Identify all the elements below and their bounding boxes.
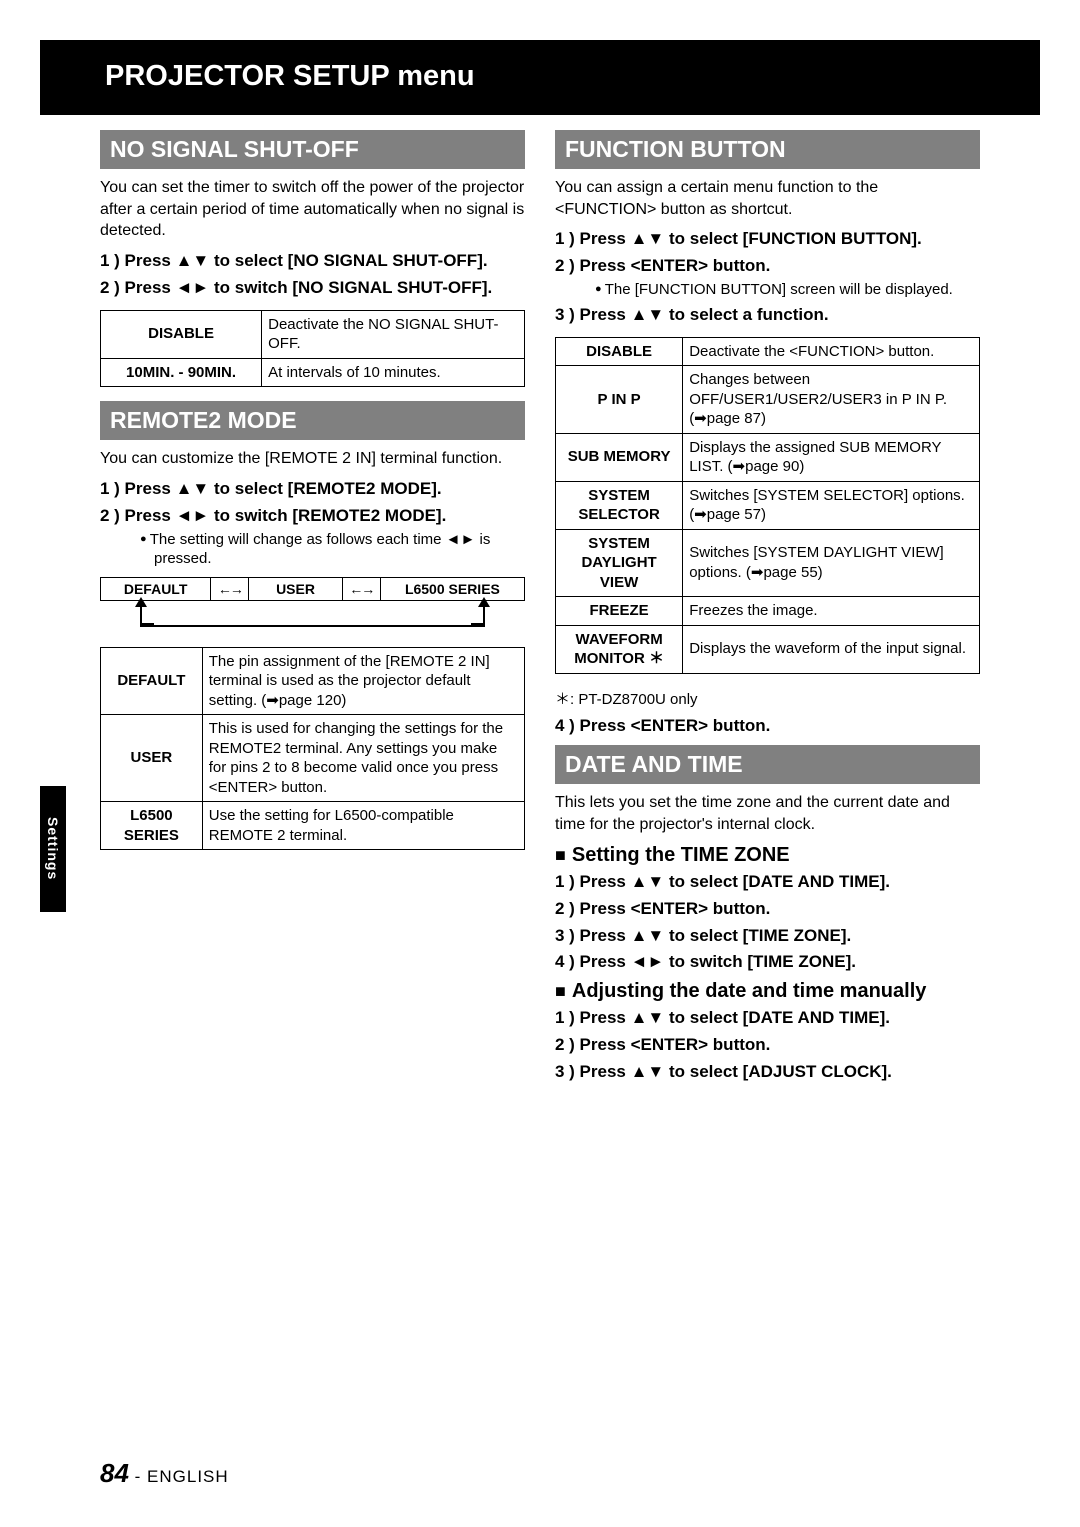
page-number: 84 - ENGLISH <box>100 1458 229 1489</box>
opt-desc: The pin assignment of the [REMOTE 2 IN] … <box>202 647 524 715</box>
cycle-return-arrows <box>100 605 525 635</box>
intro-text: You can assign a certain menu function t… <box>555 177 980 220</box>
opt-desc: Displays the waveform of the input signa… <box>683 625 980 673</box>
cycle-item: L6500 SERIES <box>380 577 524 600</box>
opt-label: SYSTEM SELECTOR <box>556 481 683 529</box>
step: 4 ) Press <ENTER> button. <box>555 715 980 738</box>
opt-label: FREEZE <box>556 597 683 626</box>
left-column: NO SIGNAL SHUT-OFF You can set the timer… <box>100 130 525 1447</box>
footnote: ＊: PT-DZ8700U only <box>555 688 980 709</box>
opt-desc: Displays the assigned SUB MEMORY LIST. (… <box>683 433 980 481</box>
step: 2 ) Press ◄► to switch [NO SIGNAL SHUT-O… <box>100 277 525 300</box>
opt-label: DEFAULT <box>101 647 203 715</box>
step: 4 ) Press ◄► to switch [TIME ZONE]. <box>555 951 980 974</box>
step: 3 ) Press ▲▼ to select [ADJUST CLOCK]. <box>555 1061 980 1084</box>
double-arrow-icon: ←→ <box>342 577 380 600</box>
bullet: The setting will change as follows each … <box>140 530 525 569</box>
opt-label: DISABLE <box>556 337 683 366</box>
page-number-value: 84 <box>100 1458 129 1488</box>
step: 3 ) Press ▲▼ to select a function. <box>555 304 980 327</box>
step: 1 ) Press ▲▼ to select [NO SIGNAL SHUT-O… <box>100 250 525 273</box>
opt-desc: This is used for changing the settings f… <box>202 715 524 802</box>
cycle-item: DEFAULT <box>101 577 211 600</box>
opt-label: P IN P <box>556 366 683 434</box>
sub-heading: Adjusting the date and time manually <box>555 980 980 1003</box>
opt-label: USER <box>101 715 203 802</box>
cycle-diagram: DEFAULT ←→ USER ←→ L6500 SERIES <box>100 577 525 601</box>
section-date-time: DATE AND TIME <box>555 745 980 784</box>
opt-desc: Switches [SYSTEM SELECTOR] options. (➡pa… <box>683 481 980 529</box>
page-body: NO SIGNAL SHUT-OFF You can set the timer… <box>100 130 980 1447</box>
opt-label: SYSTEM DAYLIGHT VIEW <box>556 529 683 597</box>
opt-desc: Changes between OFF/USER1/USER2/USER3 in… <box>683 366 980 434</box>
remote2-table: DEFAULT The pin assignment of the [REMOT… <box>100 647 525 851</box>
step: 2 ) Press <ENTER> button. <box>555 255 980 278</box>
opt-desc: Deactivate the <FUNCTION> button. <box>683 337 980 366</box>
bullet: The [FUNCTION BUTTON] screen will be dis… <box>595 280 980 300</box>
sub-heading: Setting the TIME ZONE <box>555 844 980 867</box>
section-no-signal: NO SIGNAL SHUT-OFF <box>100 130 525 169</box>
step: 2 ) Press <ENTER> button. <box>555 1034 980 1057</box>
opt-label: 10MIN. - 90MIN. <box>101 358 262 387</box>
page-title: PROJECTOR SETUP menu <box>105 60 475 93</box>
page-language: - ENGLISH <box>129 1467 229 1486</box>
intro-text: This lets you set the time zone and the … <box>555 792 980 835</box>
no-signal-table: DISABLE Deactivate the NO SIGNAL SHUT-OF… <box>100 310 525 388</box>
cycle-item: USER <box>249 577 342 600</box>
step: 1 ) Press ▲▼ to select [DATE AND TIME]. <box>555 1007 980 1030</box>
intro-text: You can set the timer to switch off the … <box>100 177 525 242</box>
opt-desc: Deactivate the NO SIGNAL SHUT-OFF. <box>262 310 525 358</box>
opt-label: WAVEFORM MONITOR ＊ <box>556 625 683 673</box>
step: 1 ) Press ▲▼ to select [FUNCTION BUTTON]… <box>555 228 980 251</box>
step: 2 ) Press <ENTER> button. <box>555 898 980 921</box>
step: 1 ) Press ▲▼ to select [REMOTE2 MODE]. <box>100 478 525 501</box>
double-arrow-icon: ←→ <box>211 577 249 600</box>
intro-text: You can customize the [REMOTE 2 IN] term… <box>100 448 525 470</box>
opt-desc: At intervals of 10 minutes. <box>262 358 525 387</box>
opt-label: DISABLE <box>101 310 262 358</box>
step: 2 ) Press ◄► to switch [REMOTE2 MODE]. <box>100 505 525 528</box>
section-remote2: REMOTE2 MODE <box>100 401 525 440</box>
side-tab: Settings <box>40 786 66 912</box>
opt-desc: Freezes the image. <box>683 597 980 626</box>
step: 1 ) Press ▲▼ to select [DATE AND TIME]. <box>555 871 980 894</box>
opt-label: SUB MEMORY <box>556 433 683 481</box>
opt-desc: Switches [SYSTEM DAYLIGHT VIEW] options.… <box>683 529 980 597</box>
step: 3 ) Press ▲▼ to select [TIME ZONE]. <box>555 925 980 948</box>
opt-label: L6500 SERIES <box>101 802 203 850</box>
section-function-button: FUNCTION BUTTON <box>555 130 980 169</box>
right-column: FUNCTION BUTTON You can assign a certain… <box>555 130 980 1447</box>
opt-desc: Use the setting for L6500-compatible REM… <box>202 802 524 850</box>
function-table: DISABLE Deactivate the <FUNCTION> button… <box>555 337 980 674</box>
